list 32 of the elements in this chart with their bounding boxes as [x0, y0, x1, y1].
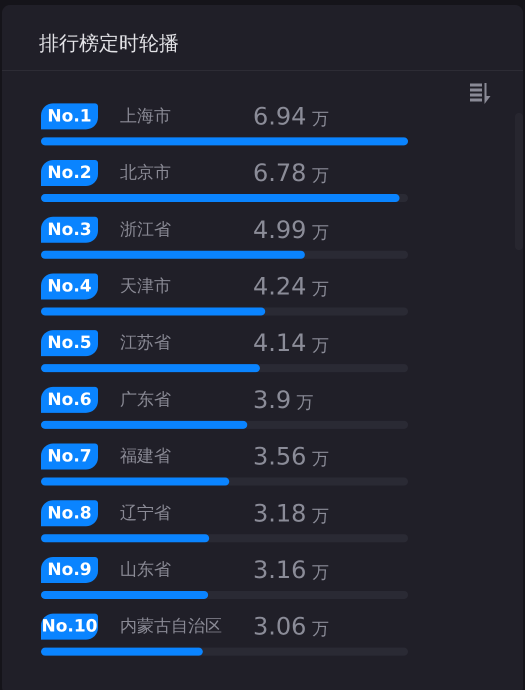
y-tick-label: 浙江省 [120, 220, 171, 240]
y-tick-label: 福建省 [120, 446, 171, 467]
annotation: No.2 [47, 163, 92, 184]
data-label: 6.94 万 [253, 102, 329, 130]
data-label: 3.56 万 [253, 442, 329, 471]
y-tick-label: 天津市 [120, 276, 171, 296]
y-tick-label: 内蒙古自治区 [120, 616, 222, 637]
annotation: No.6 [47, 390, 92, 410]
data-label: 3.06 万 [253, 612, 329, 641]
data-label: 3.16 万 [253, 556, 329, 584]
data-label: 3.18 万 [253, 499, 329, 528]
annotation: No.4 [47, 276, 92, 296]
annotation: No.1 [47, 106, 92, 126]
annotation: No.9 [47, 560, 92, 580]
annotation: No.8 [47, 503, 92, 524]
y-tick-label: 广东省 [120, 390, 171, 410]
y-tick-label: 江苏省 [120, 333, 171, 354]
y-tick-label: 北京市 [120, 163, 171, 184]
data-label: 6.78 万 [253, 159, 329, 188]
y-tick-label: 辽宁省 [120, 503, 171, 524]
data-label: 4.99 万 [253, 216, 329, 244]
y-tick-label: 上海市 [120, 106, 171, 126]
annotation: No.10 [41, 616, 98, 637]
bar [41, 194, 400, 202]
annotation: No.3 [47, 220, 92, 240]
annotation: No.7 [47, 446, 92, 467]
data-label: 4.24 万 [253, 272, 329, 300]
annotation: No.5 [47, 333, 92, 354]
y-tick-label: 山东省 [120, 560, 171, 580]
data-label: 4.14 万 [253, 329, 329, 358]
chart-title: 排行榜定时轮播 [39, 31, 179, 55]
data-label: 3.9 万 [253, 386, 314, 414]
